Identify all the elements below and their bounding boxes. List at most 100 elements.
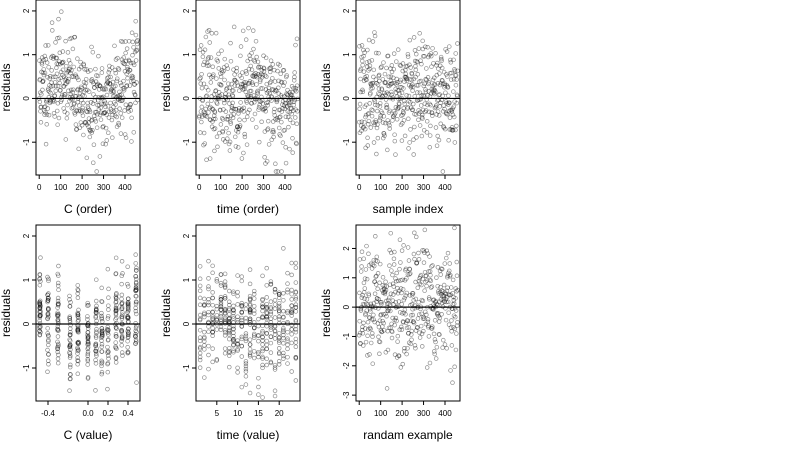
data-point (361, 47, 366, 53)
data-point (45, 299, 50, 305)
data-point (268, 281, 274, 287)
data-point (125, 315, 130, 321)
data-point (272, 67, 277, 73)
data-point (382, 71, 388, 77)
data-point (425, 93, 431, 98)
data-point (99, 332, 105, 337)
data-point (416, 250, 421, 256)
data-point (271, 109, 277, 115)
data-point (117, 89, 122, 95)
data-point (116, 122, 122, 128)
data-point (418, 103, 424, 108)
data-point (357, 330, 363, 336)
data-point (260, 314, 265, 319)
data-point (256, 349, 261, 355)
data-point (105, 324, 111, 330)
data-point (407, 293, 413, 298)
data-point (272, 286, 278, 292)
data-point (358, 341, 363, 346)
data-point (235, 348, 240, 353)
data-point (235, 341, 240, 346)
data-point (227, 299, 232, 305)
x-tick-label: 100 (54, 183, 68, 192)
data-point (448, 60, 454, 65)
data-point (281, 327, 286, 333)
data-point (455, 320, 460, 325)
data-point (421, 316, 427, 321)
data-point (276, 351, 282, 356)
data-point (134, 41, 140, 47)
data-point (432, 105, 438, 111)
data-point (225, 136, 230, 141)
data-point (38, 312, 43, 318)
data-point (401, 86, 406, 91)
data-point (72, 34, 77, 40)
data-point (105, 266, 111, 272)
data-point (239, 344, 245, 349)
data-point (432, 318, 438, 323)
data-point (80, 93, 85, 98)
data-point (441, 282, 447, 288)
data-point (93, 341, 99, 347)
data-point (247, 301, 253, 307)
data-point (406, 325, 412, 330)
data-point (105, 80, 111, 86)
data-point (227, 350, 232, 355)
data-point (113, 308, 119, 313)
data-point (450, 277, 456, 283)
data-point (119, 336, 125, 341)
data-point (360, 89, 366, 94)
data-point (99, 338, 104, 343)
data-point (389, 321, 394, 327)
data-point (265, 100, 271, 105)
data-point (371, 97, 377, 102)
data-point (408, 84, 414, 90)
data-point (390, 272, 395, 278)
data-point (251, 333, 257, 338)
data-point (75, 310, 80, 316)
data-point (293, 354, 299, 360)
data-point (242, 134, 248, 140)
data-point (287, 90, 293, 95)
data-point (76, 330, 81, 335)
data-point (125, 329, 130, 334)
data-point (387, 282, 393, 287)
data-point (118, 111, 123, 116)
data-point (267, 96, 272, 102)
data-point (115, 55, 120, 61)
data-point (106, 75, 111, 80)
data-point (363, 77, 369, 82)
data-point (206, 302, 211, 308)
data-point (256, 64, 262, 70)
data-point (105, 386, 110, 392)
x-axis: 0 100 200 300 400 (357, 175, 452, 192)
data-point (247, 346, 253, 352)
data-point (438, 121, 443, 127)
data-point (45, 305, 51, 311)
data-point (128, 101, 133, 107)
data-point (126, 38, 132, 44)
data-point (386, 110, 392, 115)
data-point (45, 326, 50, 331)
data-point (214, 316, 220, 321)
data-point (63, 63, 69, 69)
data-point (358, 66, 364, 72)
data-point (435, 265, 441, 270)
data-point (363, 339, 369, 345)
data-point (421, 314, 426, 320)
x-axis: -0.4 0.0 0.2 0.4 (41, 401, 134, 418)
data-point (239, 106, 245, 112)
data-point (131, 78, 136, 84)
data-point (206, 276, 211, 281)
data-point (256, 338, 261, 344)
data-point (214, 100, 219, 105)
data-point (285, 87, 290, 93)
data-point (269, 87, 275, 92)
data-point (119, 329, 125, 335)
data-point (214, 277, 220, 282)
data-point (454, 289, 459, 294)
data-point (231, 289, 236, 294)
data-point (281, 103, 287, 108)
data-point (427, 145, 433, 150)
data-point (104, 81, 109, 87)
